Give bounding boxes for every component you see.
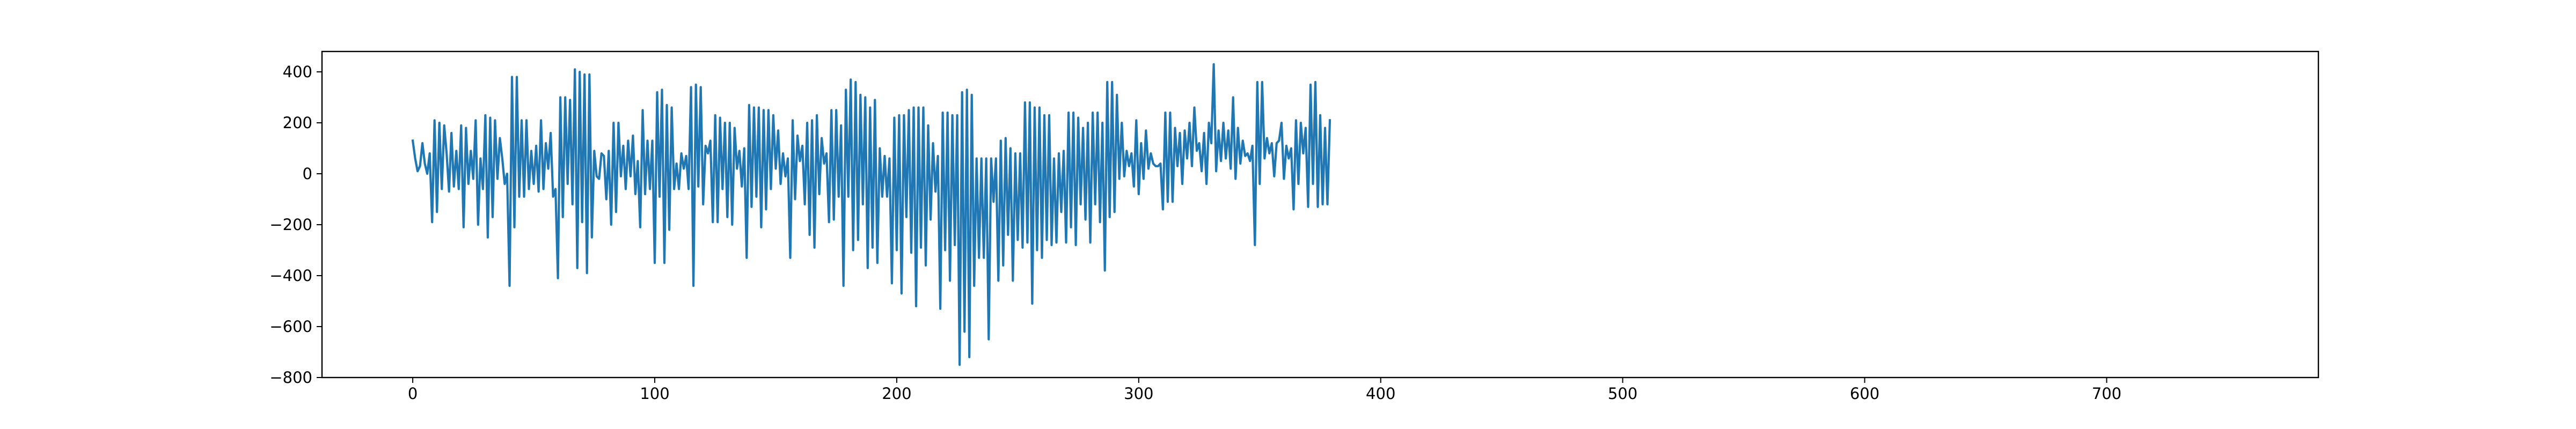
- y-axis: −800 −600 −400 −200 0 200 400: [269, 63, 322, 387]
- x-axis: 0 100 200 300 400 500 600 700: [408, 378, 2121, 403]
- y-tick-label: −600: [269, 317, 312, 336]
- x-tick-label: 600: [1850, 384, 1879, 403]
- x-tick-label: 100: [640, 384, 669, 403]
- plot-area: [411, 63, 1331, 366]
- y-tick-label: −400: [269, 267, 312, 285]
- x-tick-label: 200: [882, 384, 911, 403]
- y-tick-label: 0: [303, 165, 312, 183]
- x-tick-label: 0: [408, 384, 418, 403]
- x-tick-label: 400: [1366, 384, 1395, 403]
- y-tick-label: 400: [283, 63, 312, 81]
- x-tick-label: 500: [1608, 384, 1637, 403]
- y-tick-label: 200: [283, 114, 312, 132]
- x-tick-label: 700: [2092, 384, 2121, 403]
- y-tick-label: −800: [269, 368, 312, 387]
- x-tick-label: 300: [1124, 384, 1153, 403]
- series-line: [411, 63, 1331, 366]
- y-tick-label: −200: [269, 216, 312, 234]
- plot-frame: [321, 50, 2319, 379]
